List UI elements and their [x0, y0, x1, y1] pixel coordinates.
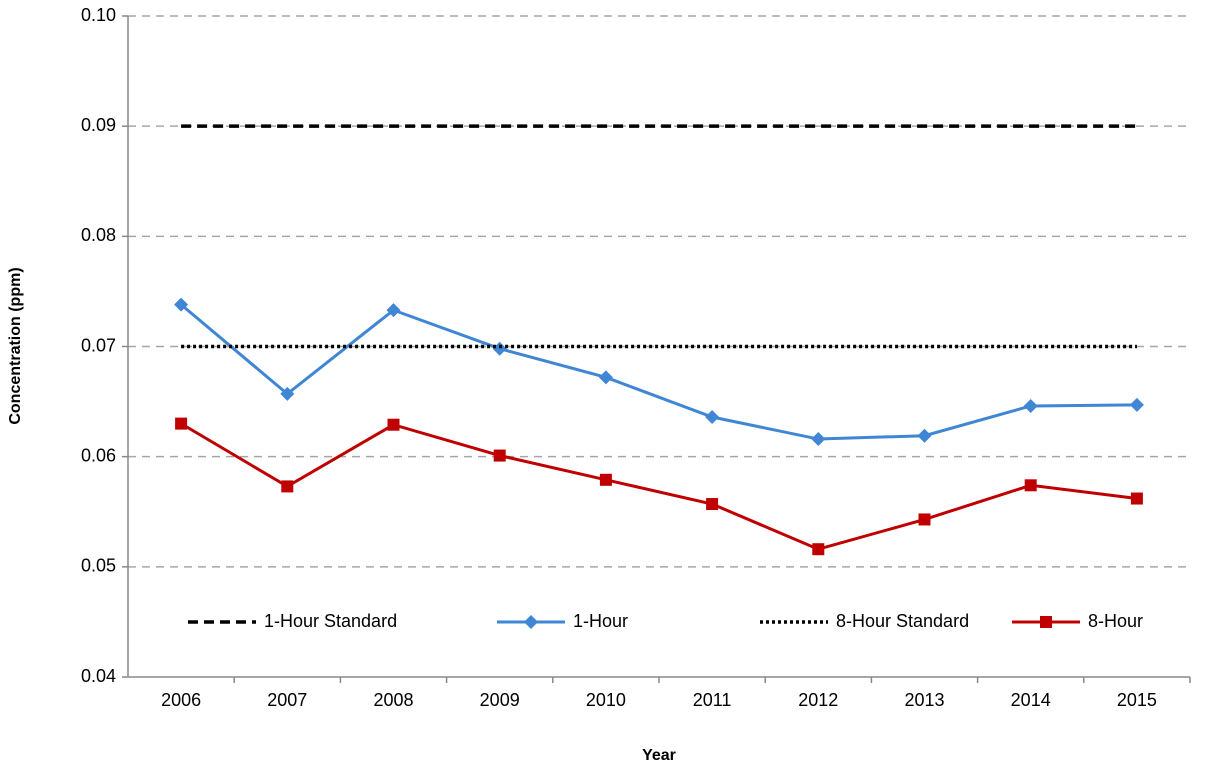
- data-point: [812, 543, 825, 556]
- data-point: [706, 498, 719, 511]
- y-tick-label: 0.08: [81, 225, 116, 245]
- legend-label: 1-Hour Standard: [264, 611, 397, 631]
- series-line: [180, 303, 1137, 441]
- series-line: [180, 422, 1138, 551]
- y-tick-label: 0.06: [81, 445, 116, 465]
- x-axis-title: Year: [642, 747, 676, 764]
- data-point: [281, 480, 294, 493]
- data-point: [918, 513, 931, 526]
- y-tick-label: 0.05: [81, 556, 116, 576]
- x-tick-label: 2007: [267, 690, 307, 710]
- legend-label: 1-Hour: [573, 611, 628, 631]
- x-tick-label: 2010: [586, 690, 626, 710]
- x-tick-label: 2014: [1011, 690, 1051, 710]
- y-tick-label: 0.04: [81, 666, 116, 686]
- legend-marker: [524, 615, 538, 629]
- data-point: [705, 410, 720, 425]
- data-point: [1023, 398, 1038, 413]
- data-point: [1129, 397, 1144, 412]
- data-point: [492, 341, 507, 356]
- legend-label: 8-Hour: [1088, 611, 1143, 631]
- data-point: [811, 432, 826, 447]
- legend-label: 8-Hour Standard: [836, 611, 969, 631]
- data-point: [493, 449, 506, 462]
- data-point: [1130, 492, 1143, 505]
- data-point: [599, 473, 612, 486]
- x-tick-label: 2015: [1117, 690, 1157, 710]
- data-point: [280, 386, 295, 401]
- x-tick-label: 2012: [798, 690, 838, 710]
- x-tick-label: 2006: [161, 690, 201, 710]
- x-tick-label: 2011: [693, 690, 732, 710]
- x-tick-label: 2009: [480, 690, 520, 710]
- y-tick-label: 0.10: [81, 5, 116, 25]
- data-point: [1024, 479, 1037, 492]
- data-point: [387, 418, 400, 431]
- data-point: [598, 370, 613, 385]
- data-point: [917, 428, 932, 443]
- x-tick-label: 2013: [904, 690, 944, 710]
- legend-marker: [1040, 616, 1052, 628]
- x-tick-label: 2008: [373, 690, 413, 710]
- data-point: [175, 417, 188, 430]
- y-tick-label: 0.09: [81, 115, 116, 135]
- data-point: [174, 297, 189, 312]
- y-axis-title: Concentration (ppm): [7, 267, 24, 424]
- y-tick-label: 0.07: [81, 335, 116, 355]
- data-point: [386, 303, 401, 318]
